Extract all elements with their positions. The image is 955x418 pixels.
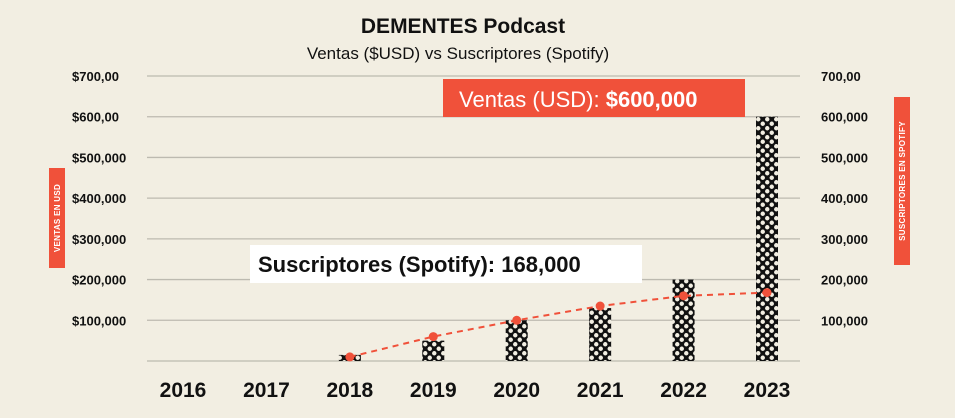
y-left-tick-label: $700,00 [72,69,119,84]
x-tick-2023: 2023 [744,379,791,402]
line-series [345,288,772,362]
y-left-tick-label: $300,000 [72,232,126,247]
x-axis-ticks: 2016 2017 2018 2019 2020 2021 2022 2023 [160,379,791,402]
subscribers-point [512,315,522,325]
chart-title: DEMENTES Podcast [361,15,565,38]
y-axis-left-label-text: VENTAS EN USD [53,184,62,252]
x-tick-2022: 2022 [660,379,707,402]
y-left-tick-label: $400,000 [72,191,126,206]
y-right-tick-label: 600,000 [821,110,868,125]
x-tick-2016: 2016 [160,379,207,402]
subscribers-annotation-value: 168,000 [501,252,581,277]
bar-2019 [422,340,445,361]
y-left-tick-label: $600,00 [72,110,119,125]
subscribers-line [349,291,768,358]
y-right-tick-label: 300,000 [821,232,868,247]
y-right-tick-label: 700,00 [821,69,861,84]
x-tick-2018: 2018 [326,379,373,402]
subscribers-point [345,352,355,362]
subscribers-annotation-prefix: Suscriptores (Spotify): [258,252,501,277]
gridlines [147,75,800,362]
sales-annotation-value: $600,000 [606,87,698,112]
x-tick-2020: 2020 [493,379,540,402]
bar-2023 [756,116,778,361]
bar-2020 [505,320,528,361]
x-tick-2017: 2017 [243,379,290,402]
x-tick-2019: 2019 [410,379,457,402]
y-axis-right-label-text: SUSCRIPTORES EN SPOTIFY [898,121,907,241]
subscribers-point [762,288,772,298]
chart-subtitle: Ventas ($USD) vs Suscriptores (Spotify) [307,44,609,63]
bar-2022 [672,279,695,361]
y-axis-right-label: SUSCRIPTORES EN SPOTIFY [894,97,910,265]
y-right-tick-label: 200,000 [821,273,868,288]
y-right-tick-label: 500,000 [821,150,868,165]
bar-series [338,116,778,361]
y-left-tick-label: $100,000 [72,313,126,328]
subscribers-annotation: Suscriptores (Spotify): 168,000 [250,245,642,283]
x-tick-2021: 2021 [577,379,624,402]
svg-text:Ventas (USD): $600,000: Ventas (USD): $600,000 [459,87,697,112]
subscribers-point [428,332,438,342]
y-right-tick-label: 100,000 [821,313,868,328]
y-axis-left-ticks: $100,000 $200,000 $300,000 $400,000 $500,000… [72,69,126,328]
svg-text:Suscriptores (Spotify): 168,00: Suscriptores (Spotify): 168,000 [258,252,581,277]
y-left-tick-label: $200,000 [72,273,126,288]
bar-2021 [589,308,612,361]
subscribers-point [595,301,605,311]
y-left-tick-label: $500,000 [72,150,126,165]
y-right-tick-label: 400,000 [821,191,868,206]
subscribers-point [679,291,689,301]
y-axis-right-ticks: 100,000 200,000 300,000 400,000 500,000 600,0… [821,69,868,328]
sales-annotation-prefix: Ventas (USD): [459,87,606,112]
y-axis-left-label: VENTAS EN USD [49,168,65,268]
sales-annotation: Ventas (USD): $600,000 [443,79,745,117]
